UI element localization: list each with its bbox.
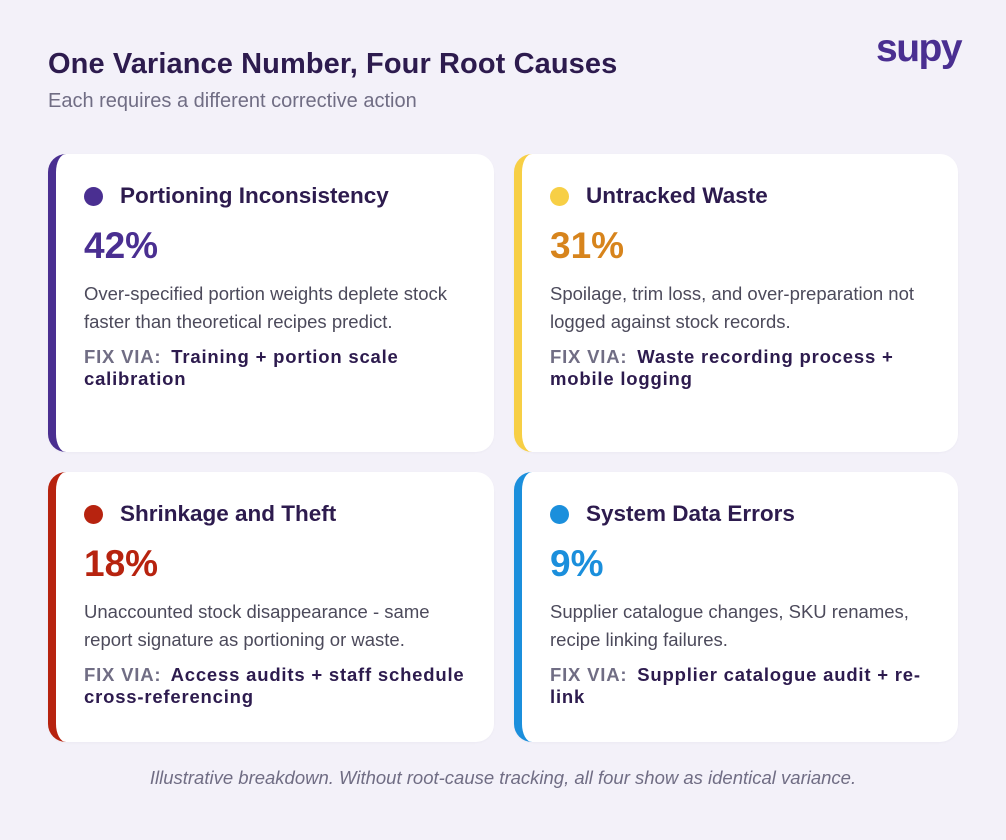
status-dot-icon (84, 186, 103, 206)
fix-via-text: Supplier catalogue audit + re-link (550, 664, 921, 707)
card-header: System Data Errors (550, 500, 930, 528)
status-dot-icon (550, 186, 569, 206)
card-fix: FIX VIA: Access audits + staff schedule … (84, 664, 466, 708)
page-subtitle: Each requires a different corrective act… (48, 90, 417, 112)
card-percentage: 31% (550, 225, 625, 266)
card-title: Portioning Inconsistency (120, 183, 389, 208)
fix-via-label: FIX VIA: (84, 346, 162, 367)
card-description: Supplier catalogue changes, SKU renames,… (550, 601, 909, 650)
card-portioning-inconsistency: Portioning Inconsistency 42% Over-specif… (48, 154, 494, 452)
card-title: Shrinkage and Theft (120, 501, 337, 526)
card-untracked-waste: Untracked Waste 31% Spoilage, trim loss,… (514, 154, 958, 452)
header: One Variance Number, Four Root Causes Ea… (48, 46, 617, 113)
card-description: Unaccounted stock disappearance - same r… (84, 601, 430, 650)
fix-via-text: Access audits + staff schedule cross-ref… (84, 664, 465, 707)
card-header: Portioning Inconsistency (84, 182, 466, 210)
card-percentage: 18% (84, 543, 159, 584)
page-title: One Variance Number, Four Root Causes (48, 48, 618, 80)
card-header: Untracked Waste (550, 182, 930, 210)
status-dot-icon (84, 504, 103, 524)
root-cause-grid: Portioning Inconsistency 42% Over-specif… (48, 154, 958, 742)
card-fix: FIX VIA: Supplier catalogue audit + re-l… (550, 664, 930, 708)
card-description: Over-specified portion weights deplete s… (84, 283, 447, 332)
fix-via-label: FIX VIA: (550, 346, 628, 367)
fix-via-label: FIX VIA: (84, 664, 162, 685)
fix-via-text: Training + portion scale calibration (84, 346, 399, 389)
card-system-data-errors: System Data Errors 9% Supplier catalogue… (514, 472, 958, 742)
card-title: Untracked Waste (586, 183, 768, 208)
fix-via-label: FIX VIA: (550, 664, 628, 685)
card-fix: FIX VIA: Waste recording process + mobil… (550, 346, 930, 390)
footer-note: Illustrative breakdown. Without root-cau… (149, 767, 857, 788)
brand-logo: supy (876, 27, 963, 70)
card-title: System Data Errors (586, 501, 795, 526)
card-shrinkage-and-theft: Shrinkage and Theft 18% Unaccounted stoc… (48, 472, 494, 742)
card-fix: FIX VIA: Training + portion scale calibr… (84, 346, 466, 390)
status-dot-icon (550, 504, 569, 524)
card-percentage: 9% (550, 543, 604, 584)
card-percentage: 42% (84, 225, 159, 266)
card-header: Shrinkage and Theft (84, 500, 466, 528)
fix-via-text: Waste recording process + mobile logging (550, 346, 894, 389)
card-description: Spoilage, trim loss, and over-preparatio… (550, 283, 915, 332)
